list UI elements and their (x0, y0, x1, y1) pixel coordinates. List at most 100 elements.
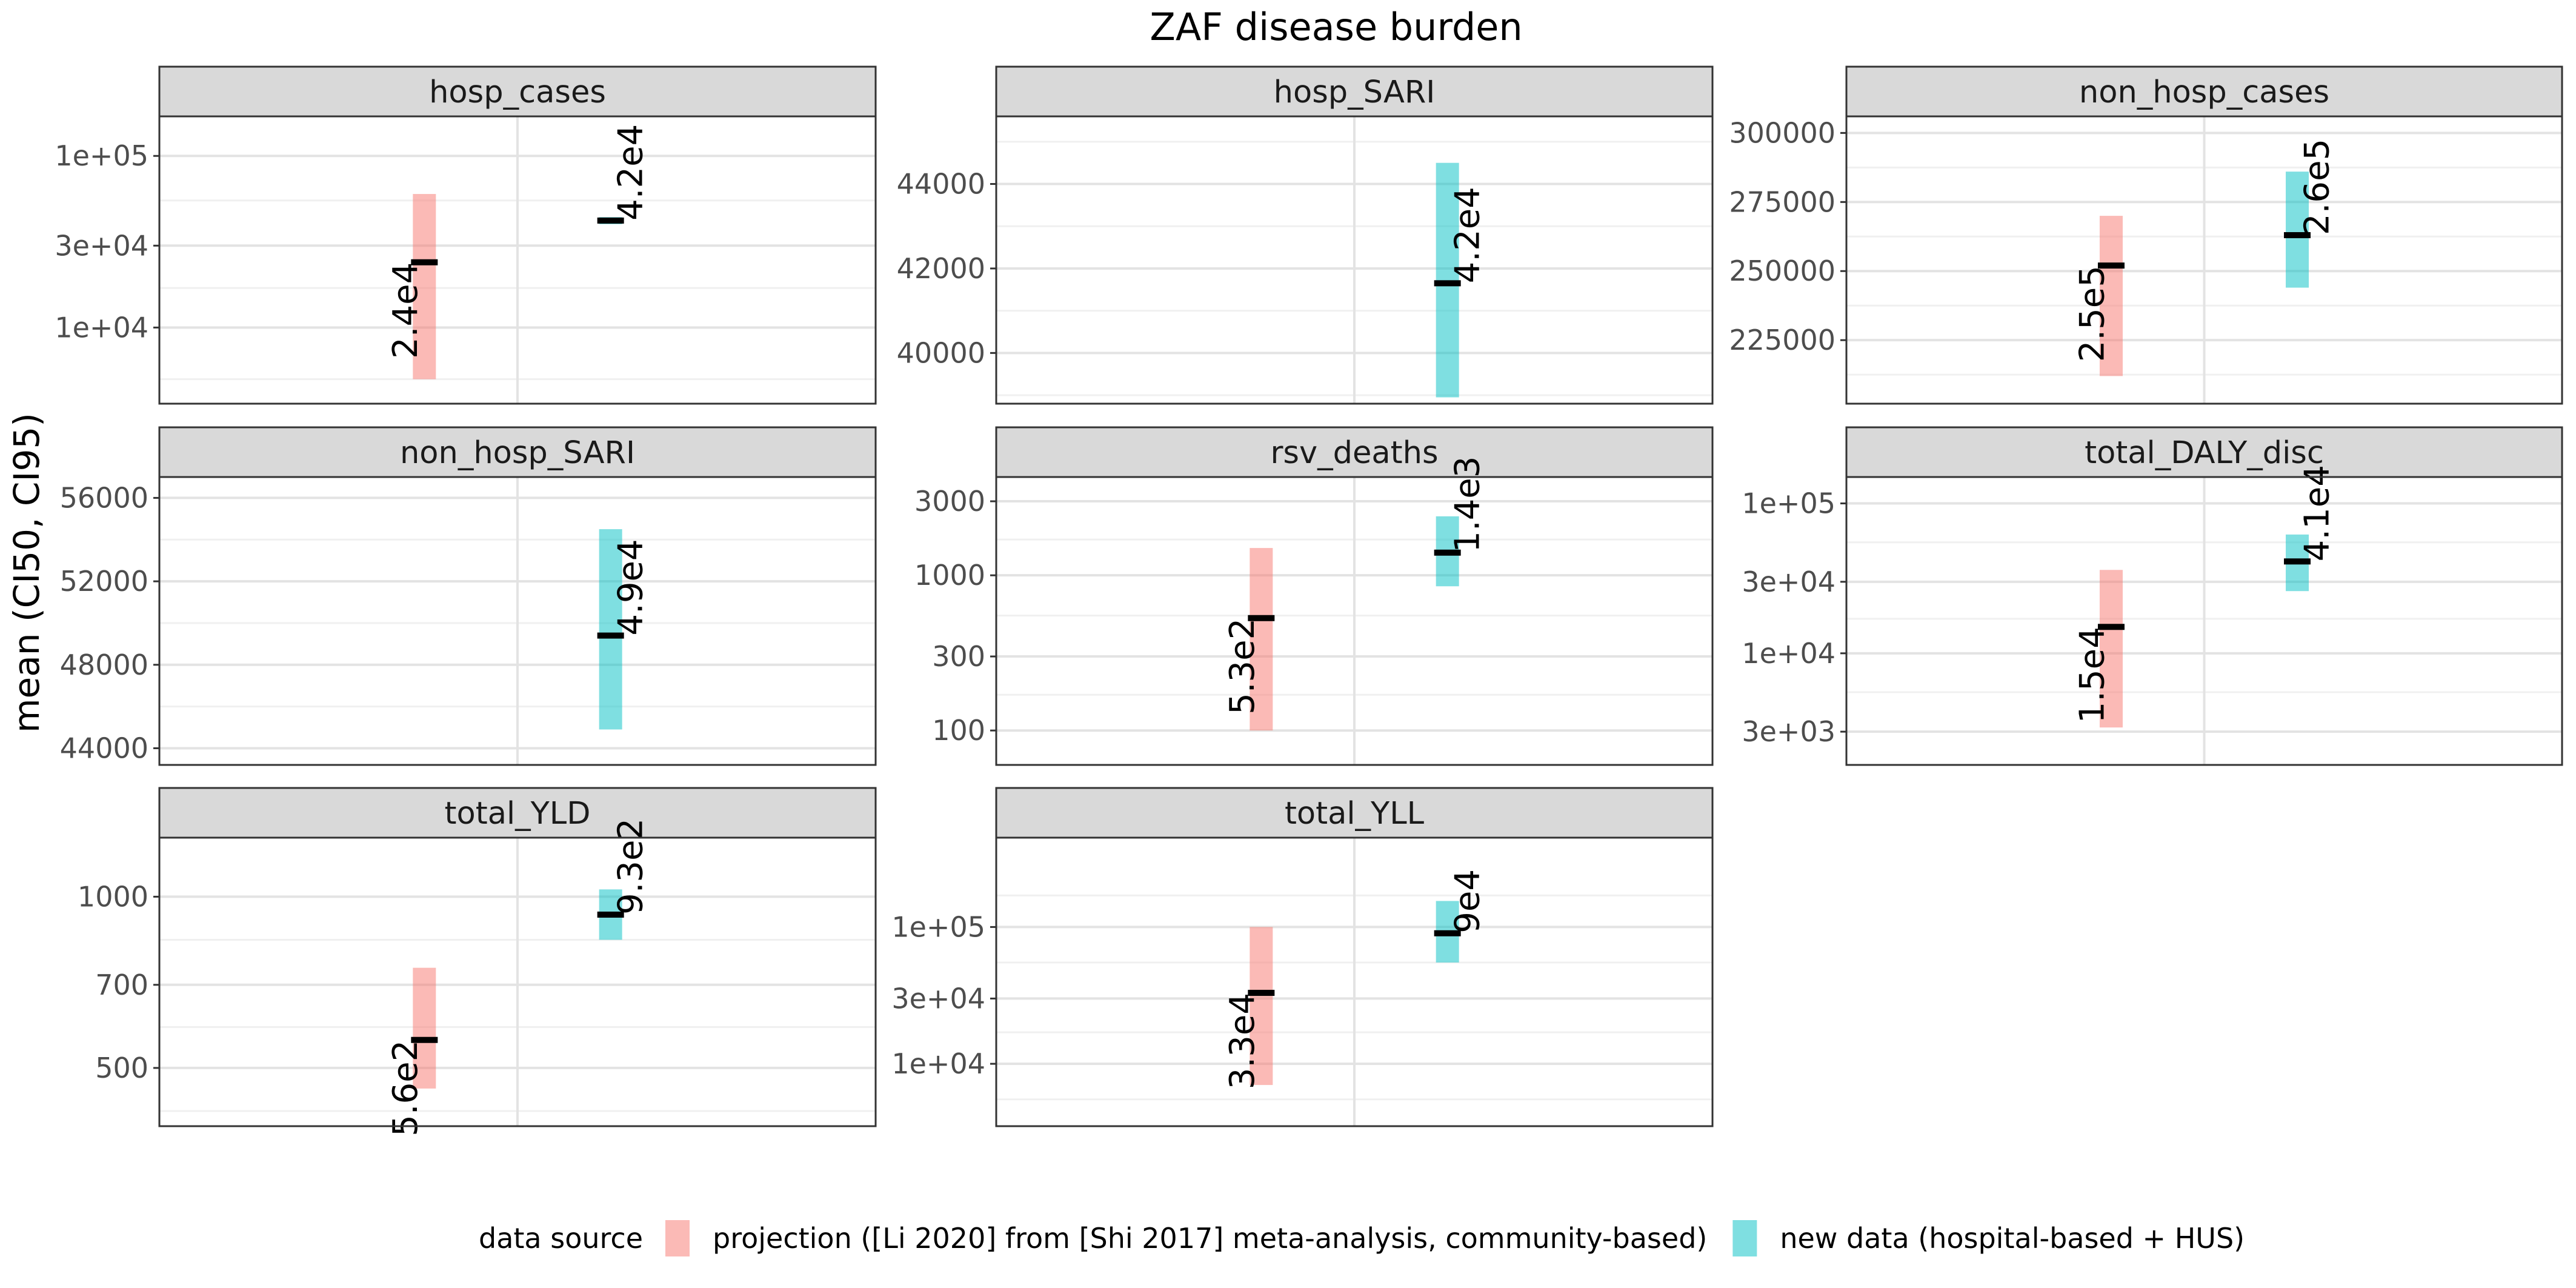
y-tick-label: 1e+04 (55, 311, 148, 344)
y-tick-label: 3e+04 (891, 982, 985, 1015)
data-label: 2.4e4 (386, 262, 425, 359)
data-label: 2.6e5 (2298, 139, 2337, 235)
legend: data source projection ([Li 2020] from [S… (479, 1220, 2245, 1256)
y-tick-label: 44000 (60, 732, 148, 764)
y-tick-label: 3e+03 (1742, 715, 1835, 748)
chart-title: ZAF disease burden (1150, 5, 1522, 49)
y-axis-label: mean (CI50, CI95) (6, 413, 47, 733)
legend-title: data source (479, 1222, 643, 1255)
data-label: 4.9e4 (611, 539, 650, 635)
y-tick-label: 1e+04 (1742, 637, 1835, 670)
panel-border (158, 476, 877, 766)
ci-bar-projection (413, 194, 436, 379)
mean-marker (597, 911, 624, 918)
y-tick-label: 3e+04 (55, 229, 148, 262)
ci-bar-projection (2099, 570, 2123, 728)
y-tick-label: 500 (95, 1052, 148, 1084)
mean-marker (597, 632, 624, 639)
data-label: 4.1e4 (2298, 465, 2337, 561)
facet-strip (158, 65, 877, 118)
y-tick-label: 275000 (1729, 185, 1835, 218)
facet-strip (1845, 426, 2563, 478)
mean-marker (1434, 930, 1461, 936)
facet-strip (158, 787, 877, 839)
y-tick-label: 3e+04 (1742, 566, 1835, 598)
ci-bar-projection (413, 967, 436, 1089)
data-label: 3.3e4 (1223, 993, 1262, 1089)
y-tick-label: 1000 (78, 880, 148, 913)
facet-total_DALY_disc: total_DALY_disc 3e+03 1e+04 3e+04 1e+05 1.5e4… (1742, 426, 2563, 766)
y-tick-label: 1000 (914, 559, 985, 592)
mean-marker (2097, 624, 2125, 630)
facets-group: hosp_cases1e+043e+041e+052.4e44.2e4hosp_… (55, 65, 2563, 1136)
ci-bar-projection (2099, 216, 2123, 376)
y-tick-label: 3000 (914, 485, 985, 518)
mean-marker (1248, 615, 1275, 621)
y-tick-label: 700 (95, 969, 148, 1001)
legend-key-1 (1732, 1220, 1757, 1256)
facet-strip-label: hosp_SARI (1274, 75, 1436, 110)
mean-marker (411, 259, 438, 265)
panel-border (158, 115, 877, 405)
panel-border (995, 115, 1714, 405)
legend-key-0 (665, 1220, 690, 1256)
facet-total_YLL: total_YLL 1e+04 3e+04 1e+05 3.3e4 9e4 (891, 787, 1714, 1127)
y-tick-label: 300000 (1729, 116, 1835, 149)
mean-marker (2097, 262, 2125, 269)
y-tick-label: 250000 (1729, 255, 1835, 287)
data-label: 9e4 (1448, 869, 1487, 933)
data-label: 4.2e4 (611, 124, 650, 221)
facet-strip (1845, 65, 2563, 118)
facet-strip (158, 426, 877, 478)
facet-total_YLD: total_YLD 500 700 1000 5.6e2 9.3e2 (78, 787, 877, 1136)
data-label: 4.2e4 (1448, 187, 1487, 283)
y-tick-label: 225000 (1729, 324, 1835, 356)
ci-bar-projection (1250, 548, 1273, 731)
y-tick-label: 1e+05 (891, 910, 985, 943)
facet-strip-label: total_DALY_disc (2085, 435, 2324, 471)
y-tick-label: 1e+05 (55, 139, 148, 172)
facet-hosp_cases: hosp_cases 1e+04 3e+04 1e+05 2.4e4 4.2e4 (55, 65, 877, 405)
facet-non_hosp_cases: non_hosp_cases 225000 250000 275000 300000 2.… (1729, 65, 2563, 405)
y-tick-label: 56000 (60, 481, 148, 514)
mean-marker (1434, 280, 1461, 287)
facet-strip-label: total_YLL (1285, 796, 1425, 832)
y-tick-label: 42000 (897, 252, 985, 285)
mean-marker (2284, 558, 2311, 565)
legend-label-1: new data (hospital-based + HUS) (1780, 1222, 2245, 1255)
facet-strip-label: non_hosp_cases (2079, 75, 2329, 110)
facet-hosp_SARI: hosp_SARI 40000 42000 44000 4.2e4 (897, 65, 1714, 405)
y-tick-label: 100 (932, 714, 985, 747)
facet-strip-label: non_hosp_SARI (400, 435, 635, 471)
y-tick-label: 300 (932, 640, 985, 673)
panel-border (1845, 115, 2563, 405)
data-label: 9.3e2 (611, 818, 650, 915)
y-tick-label: 1e+04 (891, 1047, 985, 1080)
panel-border (995, 476, 1714, 766)
mean-marker (597, 217, 624, 224)
mean-marker (411, 1036, 438, 1043)
data-label: 2.5e5 (2073, 265, 2112, 362)
y-tick-label: 48000 (60, 649, 148, 681)
mean-marker (1248, 990, 1275, 996)
y-tick-label: 52000 (60, 565, 148, 598)
ci-bar-projection (1250, 927, 1273, 1086)
facet-strip (995, 65, 1714, 118)
y-tick-label: 1e+05 (1742, 487, 1835, 520)
ci-bar-new-data (1436, 162, 1459, 398)
panel-border (1845, 476, 2563, 766)
panel-border (995, 836, 1714, 1127)
facet-non_hosp_SARI: non_hosp_SARI 44000 48000 52000 56000 4.9e4 (60, 426, 877, 766)
data-label: 5.3e2 (1223, 618, 1262, 715)
mean-marker (1434, 549, 1461, 556)
data-label: 5.6e2 (386, 1040, 425, 1136)
ci-bar-new-data (2286, 172, 2309, 288)
mean-marker (2284, 232, 2311, 238)
data-label: 1.5e4 (2073, 627, 2112, 723)
y-tick-label: 40000 (897, 336, 985, 369)
y-tick-label: 44000 (897, 168, 985, 201)
legend-label-0: projection ([Li 2020] from [Shi 2017] me… (713, 1222, 1707, 1255)
facet-strip-label: total_YLD (445, 796, 591, 832)
facet-rsv_deaths: rsv_deaths 100 300 1000 3000 5.3e2 1.4e3 (914, 426, 1714, 766)
